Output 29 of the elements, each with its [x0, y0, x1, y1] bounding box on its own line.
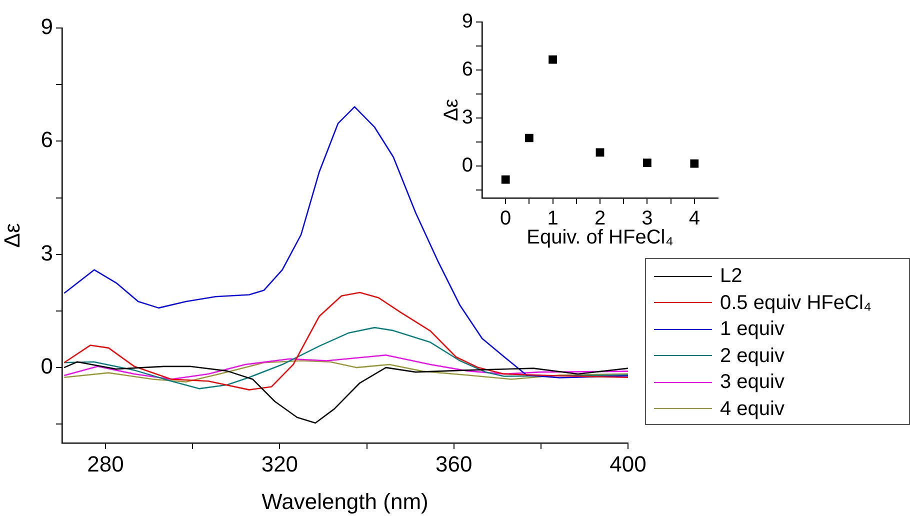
y-tick-label: 6 — [462, 58, 473, 81]
x-tick-label: 320 — [261, 451, 298, 476]
legend-label: 2 equiv — [720, 344, 784, 368]
point — [643, 158, 652, 167]
x-tick-label: 400 — [610, 451, 646, 476]
y-axis-title: Δε — [440, 98, 463, 122]
y-tick-label: 3 — [462, 106, 473, 129]
legend-label: L2 — [720, 264, 742, 289]
point — [548, 55, 557, 64]
y-axis-title: Δε — [0, 223, 24, 248]
legend-label: 0.5 equiv HFeCl₄ — [720, 290, 872, 316]
x-tick-label: 360 — [435, 451, 472, 476]
x-tick-label: 4 — [688, 208, 700, 230]
legend-label: 4 equiv — [720, 396, 784, 422]
y-tick-label: 0 — [40, 354, 53, 379]
legend-label: 3 equiv — [720, 370, 784, 395]
point — [501, 175, 510, 184]
point — [690, 159, 699, 168]
legend-label: 1 equiv — [720, 317, 784, 342]
point — [596, 148, 604, 157]
y-tick-label: 0 — [462, 154, 473, 177]
x-axis-title: Wavelength (nm) — [262, 488, 428, 514]
y-tick-label: 9 — [462, 10, 473, 33]
y-tick-label: 9 — [40, 14, 53, 40]
x-tick-label: 0 — [500, 208, 512, 230]
y-tick-label: 6 — [40, 127, 53, 152]
point — [525, 134, 534, 142]
y-tick-label: 3 — [40, 240, 53, 266]
x-tick-label: 280 — [87, 451, 124, 476]
